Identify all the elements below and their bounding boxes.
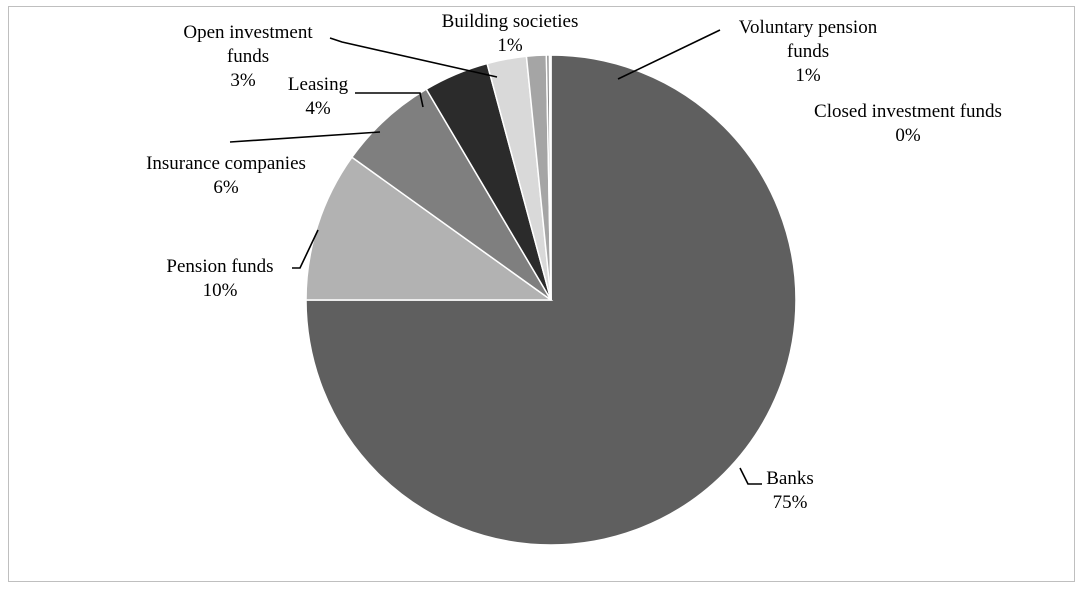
data-label-leasing: Leasing	[288, 74, 349, 95]
data-label-voluntary-pension-funds-line-2: funds	[787, 41, 829, 62]
data-label-voluntary-pension-funds-percent: 1%	[795, 65, 821, 86]
leader-line-insurance-companies	[229, 131, 381, 143]
data-label-pension-funds: Pension funds	[166, 256, 273, 277]
data-label-closed-investment-funds-percent: 0%	[895, 125, 921, 146]
data-label-insurance-companies-percent: 6%	[213, 177, 239, 198]
leader-line-open-investment-funds	[329, 37, 498, 78]
data-label-banks-percent: 75%	[773, 492, 808, 513]
leader-line-pension-funds	[292, 229, 319, 269]
leader-line-voluntary-pension-funds	[617, 29, 721, 80]
leader-line-banks	[739, 467, 762, 485]
data-label-banks: Banks	[766, 468, 814, 489]
leader-lines-layer	[229, 29, 762, 485]
data-label-open-investment-funds-percent: 3%	[230, 70, 256, 91]
data-label-open-investment-funds-line-1: Open investment	[183, 22, 313, 43]
data-label-leasing-percent: 4%	[305, 98, 331, 119]
data-label-building-societies-percent: 1%	[497, 35, 523, 56]
leader-line-leasing	[355, 92, 424, 108]
pie-slice-closed-investment-funds	[548, 54, 552, 301]
data-label-closed-investment-funds: Closed investment funds	[814, 101, 1002, 122]
pie-slice-pension-funds	[305, 156, 554, 301]
data-label-building-societies: Building societies	[442, 11, 579, 32]
data-label-insurance-companies: Insurance companies	[146, 153, 306, 174]
data-label-open-investment-funds-line-2: funds	[227, 46, 269, 67]
labels-layer: Banks 75% Pension funds 10% Insurance compan…	[146, 11, 1002, 513]
slices-layer	[305, 54, 797, 546]
pie-slice-banks	[305, 54, 797, 546]
data-label-voluntary-pension-funds-line-1: Voluntary pension	[739, 17, 878, 38]
data-label-pension-funds-percent: 10%	[203, 280, 238, 301]
